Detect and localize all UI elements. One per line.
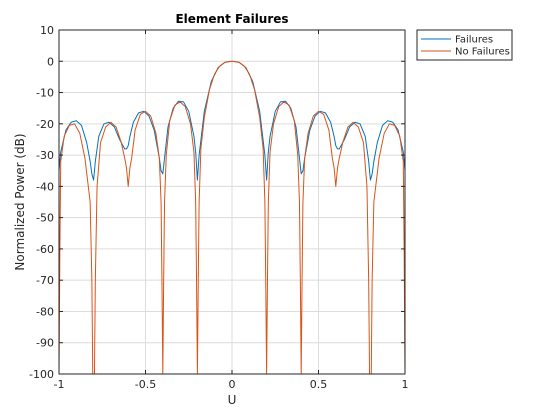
tick-marks: -1 -0.5 0 0.5 1 10 0 -10 -20 -30 -40 -50 -60 -70 -80 -9… <box>29 24 408 391</box>
y-tick-label: -90 <box>36 337 54 350</box>
legend-entry-label: Failures <box>455 35 493 46</box>
x-tick-label: -0.5 <box>135 378 156 391</box>
y-tick-label: -40 <box>36 180 54 193</box>
y-tick-label: -70 <box>36 274 54 287</box>
y-tick-label: -60 <box>36 243 54 256</box>
x-tick-label: 1 <box>402 378 409 391</box>
x-tick-label: -1 <box>54 378 65 391</box>
y-axis-label: Normalized Power (dB) <box>13 133 27 270</box>
x-tick-label: 0 <box>229 378 236 391</box>
x-axis-label: U <box>228 393 237 407</box>
series-line-no-failures <box>59 60 405 374</box>
x-tick-label: 0.5 <box>310 378 328 391</box>
legend-box <box>416 29 513 61</box>
y-tick-label: -20 <box>36 118 54 131</box>
grid-lines <box>58 29 406 375</box>
legend-entry-label: No Failures <box>455 47 510 58</box>
y-tick-label: -100 <box>29 368 54 381</box>
chart-title: Element Failures <box>175 12 288 26</box>
y-tick-label: 10 <box>40 24 54 37</box>
y-tick-label: -10 <box>36 87 54 100</box>
y-tick-label: 0 <box>47 55 54 68</box>
series-layer <box>59 60 405 374</box>
y-tick-label: -30 <box>36 149 54 162</box>
y-tick-label: -80 <box>36 305 54 318</box>
y-tick-label: -50 <box>36 212 54 225</box>
